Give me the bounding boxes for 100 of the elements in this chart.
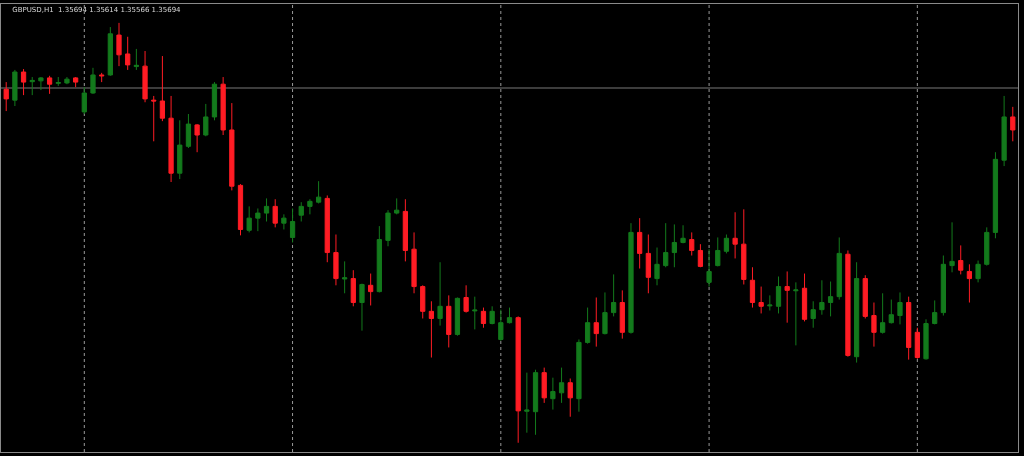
candlestick [342, 260, 348, 294]
candlestick [827, 281, 834, 317]
candlestick [3, 81, 9, 112]
candlestick [619, 289, 625, 340]
candlestick [90, 67, 96, 95]
candlestick [298, 201, 304, 222]
candlestick [142, 50, 148, 103]
candlestick [697, 243, 704, 268]
candlestick [194, 123, 200, 153]
candlestick [853, 261, 860, 364]
candlestick [402, 198, 408, 262]
candlestick [133, 48, 139, 71]
candlestick [723, 234, 730, 254]
candlestick [333, 234, 339, 286]
candlestick [906, 296, 912, 361]
candlestick [151, 95, 157, 142]
candlestick [489, 305, 495, 325]
candlestick [272, 198, 278, 228]
candlestick [463, 284, 469, 314]
candlestick [125, 36, 131, 71]
candlestick [99, 72, 105, 83]
candlestick [359, 283, 365, 332]
candlestick [793, 281, 799, 346]
candlestick [185, 113, 192, 149]
candlestick [480, 307, 487, 329]
candlestick [1010, 106, 1016, 142]
candlestick [203, 103, 209, 137]
candlestick [932, 299, 938, 325]
candlestick [871, 302, 877, 348]
candlestick [428, 300, 435, 359]
candlestick [532, 369, 539, 436]
candlestick [602, 291, 608, 335]
candlestick [949, 221, 955, 273]
candlestick [315, 180, 322, 204]
candlestick [368, 273, 374, 306]
candlestick [81, 86, 87, 115]
candlestick [524, 372, 530, 434]
candlestick [741, 208, 747, 285]
candlestick [663, 222, 669, 268]
candlestick [498, 309, 504, 342]
candlestick [246, 205, 252, 233]
candlestick [775, 275, 782, 314]
candlestick [472, 296, 478, 330]
candlestick [454, 296, 461, 337]
candlestick [263, 197, 270, 222]
candlestick [584, 307, 591, 345]
candlestick [914, 327, 920, 360]
candlestick [637, 217, 643, 270]
candlestick [888, 299, 894, 325]
candlestick [628, 222, 634, 335]
candlestick [732, 211, 738, 259]
candlestick [107, 26, 113, 77]
candlestick [73, 76, 79, 88]
candlestick [940, 255, 946, 317]
candlestick [159, 55, 166, 122]
candlestick [220, 76, 226, 136]
candlestick [46, 75, 53, 95]
candlestick [654, 247, 660, 286]
candlestick [211, 81, 218, 121]
candlestick [506, 307, 513, 325]
candlestick [411, 231, 417, 294]
candlestick [385, 209, 391, 247]
candlestick [758, 286, 764, 314]
candlestick [324, 194, 330, 263]
candlestick [984, 226, 990, 267]
candlestick [845, 249, 851, 358]
candlestick [680, 224, 686, 244]
candlestick [784, 270, 790, 324]
candlestick [237, 183, 244, 236]
candlestick [576, 338, 582, 413]
candlestick [437, 261, 443, 327]
candlestick [966, 263, 973, 304]
candlestick [862, 274, 868, 319]
candlestick [550, 377, 556, 411]
candlestick [715, 236, 721, 267]
candlestick [897, 291, 903, 325]
candlestick [229, 102, 235, 191]
candlestick [350, 269, 356, 307]
candlestick [55, 76, 61, 87]
candlestick [749, 266, 756, 309]
candlestick [975, 260, 981, 283]
candlestick [281, 213, 287, 230]
candlestick [515, 315, 521, 444]
candlestick [593, 296, 599, 348]
candlestick [767, 294, 773, 311]
candlestick [541, 367, 547, 404]
candlestick [376, 225, 382, 293]
candlestick [992, 151, 999, 239]
candlestick [420, 284, 426, 319]
candlestick [289, 207, 296, 243]
candlestick [177, 119, 183, 180]
candlestick [38, 76, 44, 91]
candlestick [689, 231, 695, 256]
candlestick [558, 367, 565, 404]
candlestick [645, 234, 651, 294]
candlestick [20, 68, 27, 96]
candlestick [1001, 95, 1007, 167]
candlestick [446, 294, 452, 348]
candlestick [836, 236, 842, 301]
candlestick [880, 292, 886, 335]
